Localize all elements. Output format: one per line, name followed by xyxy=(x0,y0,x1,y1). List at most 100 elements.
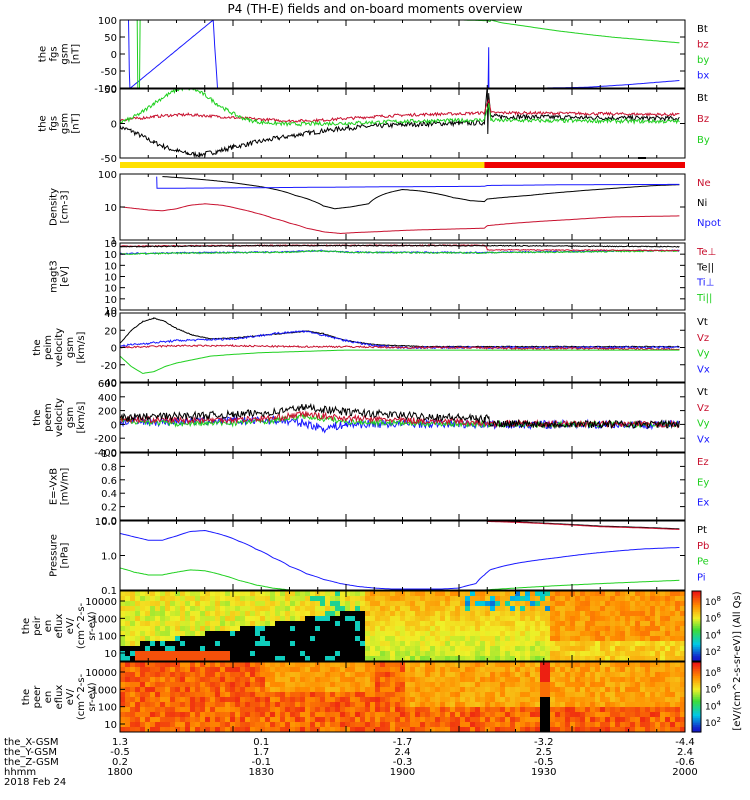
y-axis-label: (cm^2-s- xyxy=(76,602,87,649)
y-axis-label: [nT] xyxy=(71,113,82,133)
x-row-value: -0.6 xyxy=(675,757,695,768)
y-axis-label: E=-VxB xyxy=(49,468,60,505)
legend-entry: Pt xyxy=(697,525,707,536)
y-axis-label: peer xyxy=(32,685,43,709)
x-row-value: 1.7 xyxy=(253,747,269,758)
panel-fgs_gsm: 50 0 -50 the fgs gsm [nT] Bt Bz By xyxy=(38,85,710,165)
panel-peer_en_eflux: 10000 1000 100 10 the peer en eflux eV/(cm^2-s-s… xyxy=(21,661,686,733)
x-row-value: 1.3 xyxy=(112,737,128,748)
series-line-red xyxy=(120,410,680,429)
x-row-label: the_Y-GSM xyxy=(4,747,57,758)
series-line-red xyxy=(120,99,680,124)
y-tick-label: -40 xyxy=(101,378,117,389)
y-tick-label: 10 xyxy=(104,295,117,306)
y-tick-label: 40 xyxy=(104,309,117,320)
y-axis-label: peir xyxy=(32,615,43,635)
y-axis-label: en xyxy=(43,620,54,633)
legend-entry: Ne xyxy=(697,178,711,189)
y-axis-label: eflux xyxy=(54,614,65,639)
y-tick-label: 0.0 xyxy=(101,516,117,527)
mode-bar-segment xyxy=(120,162,485,168)
legend-entry: Bt xyxy=(697,24,708,35)
x-row-label: the_Z-GSM xyxy=(4,757,59,768)
colorbar xyxy=(691,590,702,662)
y-tick-label: 10 xyxy=(104,239,117,250)
y-tick-label: 10 xyxy=(104,306,117,317)
legend-entry: Vz xyxy=(697,403,709,414)
panel-frame xyxy=(119,452,686,521)
y-tick-label: 10 xyxy=(104,203,117,214)
y-tick-label: 100 xyxy=(98,170,117,181)
x-row-value: -0.3 xyxy=(393,757,413,768)
legend-entry: Npot xyxy=(697,218,721,229)
colorbar-tick-label: 106 xyxy=(705,612,721,625)
x-row-value: -0.5 xyxy=(110,747,130,758)
legend-entry: Vy xyxy=(697,419,710,430)
x-row-value: 1800 xyxy=(107,767,132,778)
x-row-value: -4.4 xyxy=(675,737,695,748)
legend-entry: Ez xyxy=(697,457,709,468)
colorbar-tick-label: 104 xyxy=(705,699,721,712)
colorbar xyxy=(691,661,702,733)
y-axis-label: Density xyxy=(49,188,60,226)
series-line-red xyxy=(120,203,680,235)
x-row-value: -3.2 xyxy=(534,737,554,748)
y-axis-label: gsm xyxy=(60,43,71,64)
legend-entry: Vx xyxy=(697,434,710,445)
x-row-value: -0.1 xyxy=(251,757,271,768)
y-tick-label: -50 xyxy=(101,154,117,165)
y-tick-label: 1000 xyxy=(92,614,117,625)
x-row-value: 1830 xyxy=(249,767,274,778)
y-axis-label: en xyxy=(43,691,54,704)
y-tick-label: 10.0 xyxy=(95,517,117,528)
panel-e_field: 1.0 0.8 0.6 0.4 0.2 0.0 E=-VxB [mV/m] Ez Ey Ex xyxy=(49,449,710,527)
y-axis-label: gsm xyxy=(65,407,76,428)
mode-bar-segment xyxy=(484,162,685,168)
x-row-label: the_X-GSM xyxy=(4,737,58,748)
legend-entry: Te|| xyxy=(696,262,714,273)
y-axis-label: the xyxy=(32,339,43,355)
y-axis-label: the xyxy=(21,689,32,705)
x-row-value: 2.4 xyxy=(677,747,693,758)
chart-title: P4 (TH-E) fields and on-board moments ov… xyxy=(227,2,523,16)
series-line-blue xyxy=(120,529,680,590)
series-line-green xyxy=(120,249,680,256)
series-line-black xyxy=(162,176,680,210)
legend-entry: Pb xyxy=(697,541,709,552)
series-line-green xyxy=(120,89,680,128)
x-row-value: 2.4 xyxy=(395,747,411,758)
y-axis-label: the xyxy=(32,409,43,425)
panel-frame xyxy=(119,520,686,591)
y-axis-label: gsm xyxy=(60,113,71,134)
y-axis-label: velocity xyxy=(54,328,65,367)
y-tick-label: -200 xyxy=(94,434,117,445)
legend-entry: bx xyxy=(697,71,709,82)
legend-entry: Bz xyxy=(697,114,709,125)
y-tick-label: -100 xyxy=(94,84,117,95)
y-axis-label: eV/ xyxy=(65,617,76,634)
y-tick-label: 400 xyxy=(98,393,117,404)
legend-entry: Te⊥ xyxy=(696,247,716,258)
y-tick-label: 0 xyxy=(111,420,117,431)
colorbar-label: [eV/(cm^2-s-sr-eV)] (All Qs) xyxy=(732,591,743,730)
y-tick-label: -50 xyxy=(101,67,117,78)
y-axis-label: [cm-3] xyxy=(60,190,71,223)
panel-peem_velocity: 600 400 200 0 -200 -400 the peem velocity gsm [km/… xyxy=(32,379,710,459)
y-axis-label: [nPa] xyxy=(60,542,71,568)
series-line-red xyxy=(120,343,680,351)
y-axis-label: Pressure xyxy=(49,534,60,577)
panel-fgs_gsm_top: 100 50 0 -50 -100 the fgs gsm [nT] Bt bz by bx xyxy=(38,16,710,95)
y-tick-label: 10000 xyxy=(85,668,117,679)
y-tick-label: 50 xyxy=(104,33,117,44)
colorbar-tick-label: 108 xyxy=(705,595,721,608)
y-axis-label: sr-eV) xyxy=(87,682,98,711)
y-tick-label: -20 xyxy=(101,361,117,372)
heatmap-cells xyxy=(120,662,685,732)
panel-pressure: 10.0 1.0 0.1 Pressure [nPa] Pt Pb Pe Pi xyxy=(49,517,710,597)
y-axis-label: [eV] xyxy=(60,266,71,287)
x-date-label: 2018 Feb 24 xyxy=(4,777,66,788)
legend-entry: Vy xyxy=(697,349,710,360)
